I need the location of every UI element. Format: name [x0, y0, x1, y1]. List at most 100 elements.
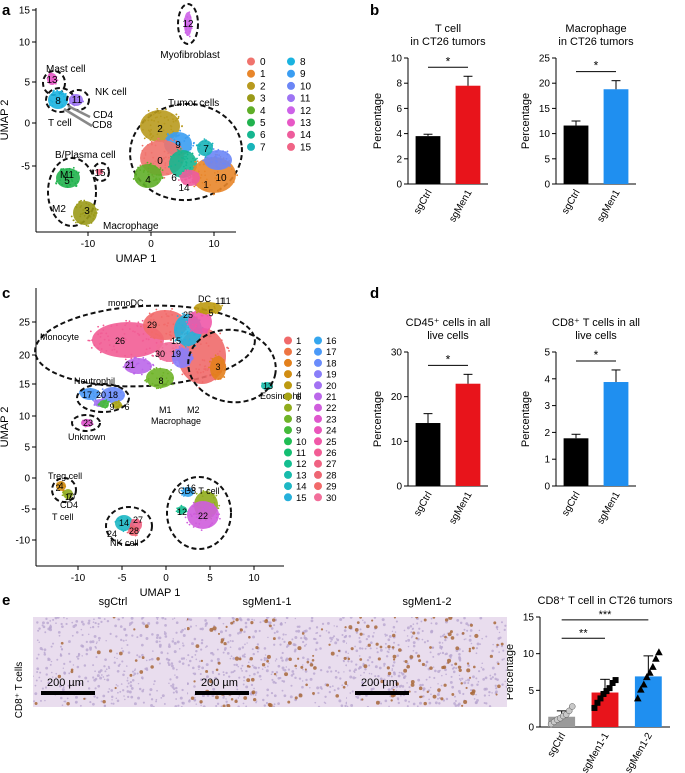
bar-sgMen1-2	[634, 676, 662, 727]
nucleus	[100, 700, 103, 703]
legend-label: 17	[326, 347, 337, 358]
cell-point	[87, 420, 90, 423]
cluster-label: 20	[96, 390, 106, 400]
cell-point	[166, 324, 169, 327]
nucleus	[407, 645, 410, 648]
nucleus	[435, 622, 438, 625]
cell-point	[205, 374, 208, 377]
nucleus	[290, 674, 294, 677]
cell-point	[184, 516, 187, 519]
bar-chart-cd8-ihc: CD8⁺ T cell in CT26 tumors051015Percenta…	[504, 595, 673, 773]
nucleus	[62, 667, 65, 669]
nucleus	[182, 634, 186, 637]
cell-point	[112, 345, 115, 348]
nucleus	[175, 691, 178, 694]
cell-point	[182, 511, 185, 513]
cell-point	[140, 521, 143, 524]
cell-point	[122, 366, 125, 368]
cluster-label: 19	[171, 349, 181, 359]
cell-point	[87, 339, 90, 342]
cd8-positive-cell	[230, 697, 234, 701]
cell-point	[93, 404, 96, 406]
cell-point	[197, 144, 200, 146]
nucleus	[222, 622, 225, 625]
nucleus	[42, 621, 45, 625]
nucleus	[119, 690, 122, 693]
y-tick-label: 5	[544, 154, 550, 165]
nucleus	[174, 674, 176, 676]
nucleus	[445, 673, 447, 676]
nucleus	[175, 686, 178, 690]
nucleus	[120, 638, 123, 642]
cell-point	[191, 152, 194, 155]
nucleus	[274, 660, 277, 662]
nucleus	[228, 633, 232, 637]
cd8-positive-cell	[393, 617, 396, 619]
nucleus	[271, 678, 274, 682]
nucleus	[168, 682, 170, 685]
cluster-label: 9	[175, 140, 181, 151]
cell-point	[152, 336, 155, 339]
legend-label: 6	[260, 130, 266, 141]
cell-point	[155, 173, 158, 176]
cell-point	[198, 154, 201, 156]
cluster-label: 3	[84, 206, 90, 217]
nucleus	[41, 687, 45, 690]
cell-point	[158, 178, 161, 180]
cd8-positive-cell	[444, 635, 447, 639]
cell-point	[159, 358, 162, 361]
cell-point	[197, 516, 200, 519]
nucleus	[410, 631, 413, 634]
cell-point	[184, 31, 187, 34]
nucleus	[449, 680, 453, 684]
cell-point	[163, 116, 166, 119]
cell-point	[73, 97, 76, 100]
nucleus	[416, 622, 419, 625]
cell-point	[155, 341, 158, 344]
nucleus	[80, 628, 83, 631]
nucleus	[415, 691, 417, 693]
nucleus	[276, 630, 279, 633]
nucleus	[212, 672, 214, 675]
cell-point	[203, 359, 206, 362]
cell-point	[204, 156, 207, 158]
nucleus	[438, 641, 441, 644]
annotation: Mast cell	[46, 64, 85, 75]
annotation: Eosinophil	[260, 391, 302, 401]
cell-point	[194, 160, 197, 163]
cell-point	[220, 339, 223, 342]
nucleus	[155, 621, 159, 625]
nucleus	[250, 683, 254, 687]
nucleus	[92, 702, 95, 706]
nucleus	[482, 668, 485, 671]
nucleus	[363, 621, 366, 624]
legend-swatch	[247, 106, 255, 115]
cd8-positive-cell	[96, 650, 101, 655]
cell-point	[185, 150, 188, 153]
nucleus	[374, 675, 377, 678]
nucleus	[444, 638, 447, 642]
nucleus	[131, 679, 135, 682]
nucleus	[180, 657, 184, 660]
cell-point	[148, 312, 151, 315]
cell-point	[46, 77, 49, 80]
cell-point	[112, 404, 115, 407]
cell-point	[232, 181, 235, 183]
cell-point	[163, 157, 165, 159]
nucleus	[319, 647, 322, 650]
nucleus	[89, 646, 93, 650]
cd8-positive-cell	[359, 658, 363, 661]
cd8-positive-cell	[306, 660, 310, 664]
cluster-label: 29	[147, 320, 157, 330]
nucleus	[280, 621, 283, 624]
nucleus	[250, 693, 253, 696]
cell-point	[159, 167, 162, 169]
cell-point	[95, 169, 98, 172]
cell-point	[193, 141, 195, 144]
nucleus	[376, 647, 378, 650]
cell-point	[118, 524, 121, 526]
cell-point	[151, 331, 153, 333]
panel-label-b: b	[370, 2, 379, 19]
nucleus	[398, 671, 401, 674]
cell-point	[75, 185, 77, 188]
